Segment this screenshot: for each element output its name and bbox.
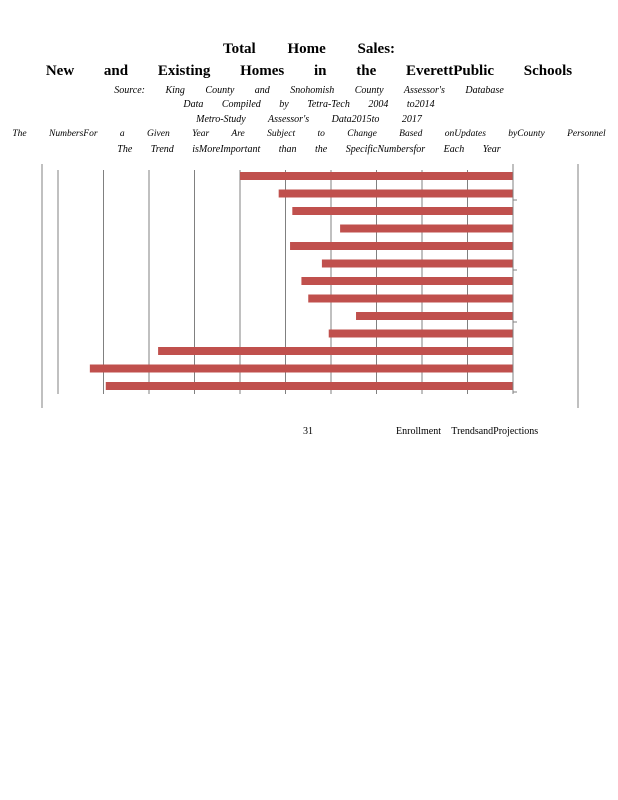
axis-ticks: [513, 199, 517, 393]
chart-title-line-1: Total Home Sales:: [222, 41, 396, 57]
bar: [240, 172, 513, 180]
bar: [328, 329, 513, 338]
bars: [89, 172, 514, 390]
page-number: 31: [303, 426, 313, 437]
bar: [308, 294, 513, 303]
metro-study-note: Metro-Study Assessor's Data2015to 2017: [196, 114, 422, 125]
bar: [105, 382, 514, 390]
bar: [301, 277, 513, 285]
source-note: Source: King County and Snohomish County…: [114, 85, 504, 96]
change-disclaimer-note: The NumbersFor a Given Year Are Subject …: [12, 129, 606, 139]
trend-note: The Trend isMoreImportant than the Speci…: [117, 144, 501, 155]
bar: [290, 242, 513, 250]
bar: [292, 207, 513, 215]
bar: [321, 259, 513, 268]
bar: [356, 312, 513, 320]
bar: [89, 364, 513, 373]
bar: [158, 347, 513, 355]
compiled-note: Data Compiled by Tetra-Tech 2004 to2014: [183, 99, 435, 110]
footer-label: Enrollment TrendsandProjections: [396, 426, 539, 437]
chart-title-line-2: New and Existing Homes in the EverettPub…: [45, 63, 573, 79]
bar: [340, 224, 513, 233]
bar: [278, 189, 513, 198]
home-sales-bar-chart: [41, 164, 579, 408]
